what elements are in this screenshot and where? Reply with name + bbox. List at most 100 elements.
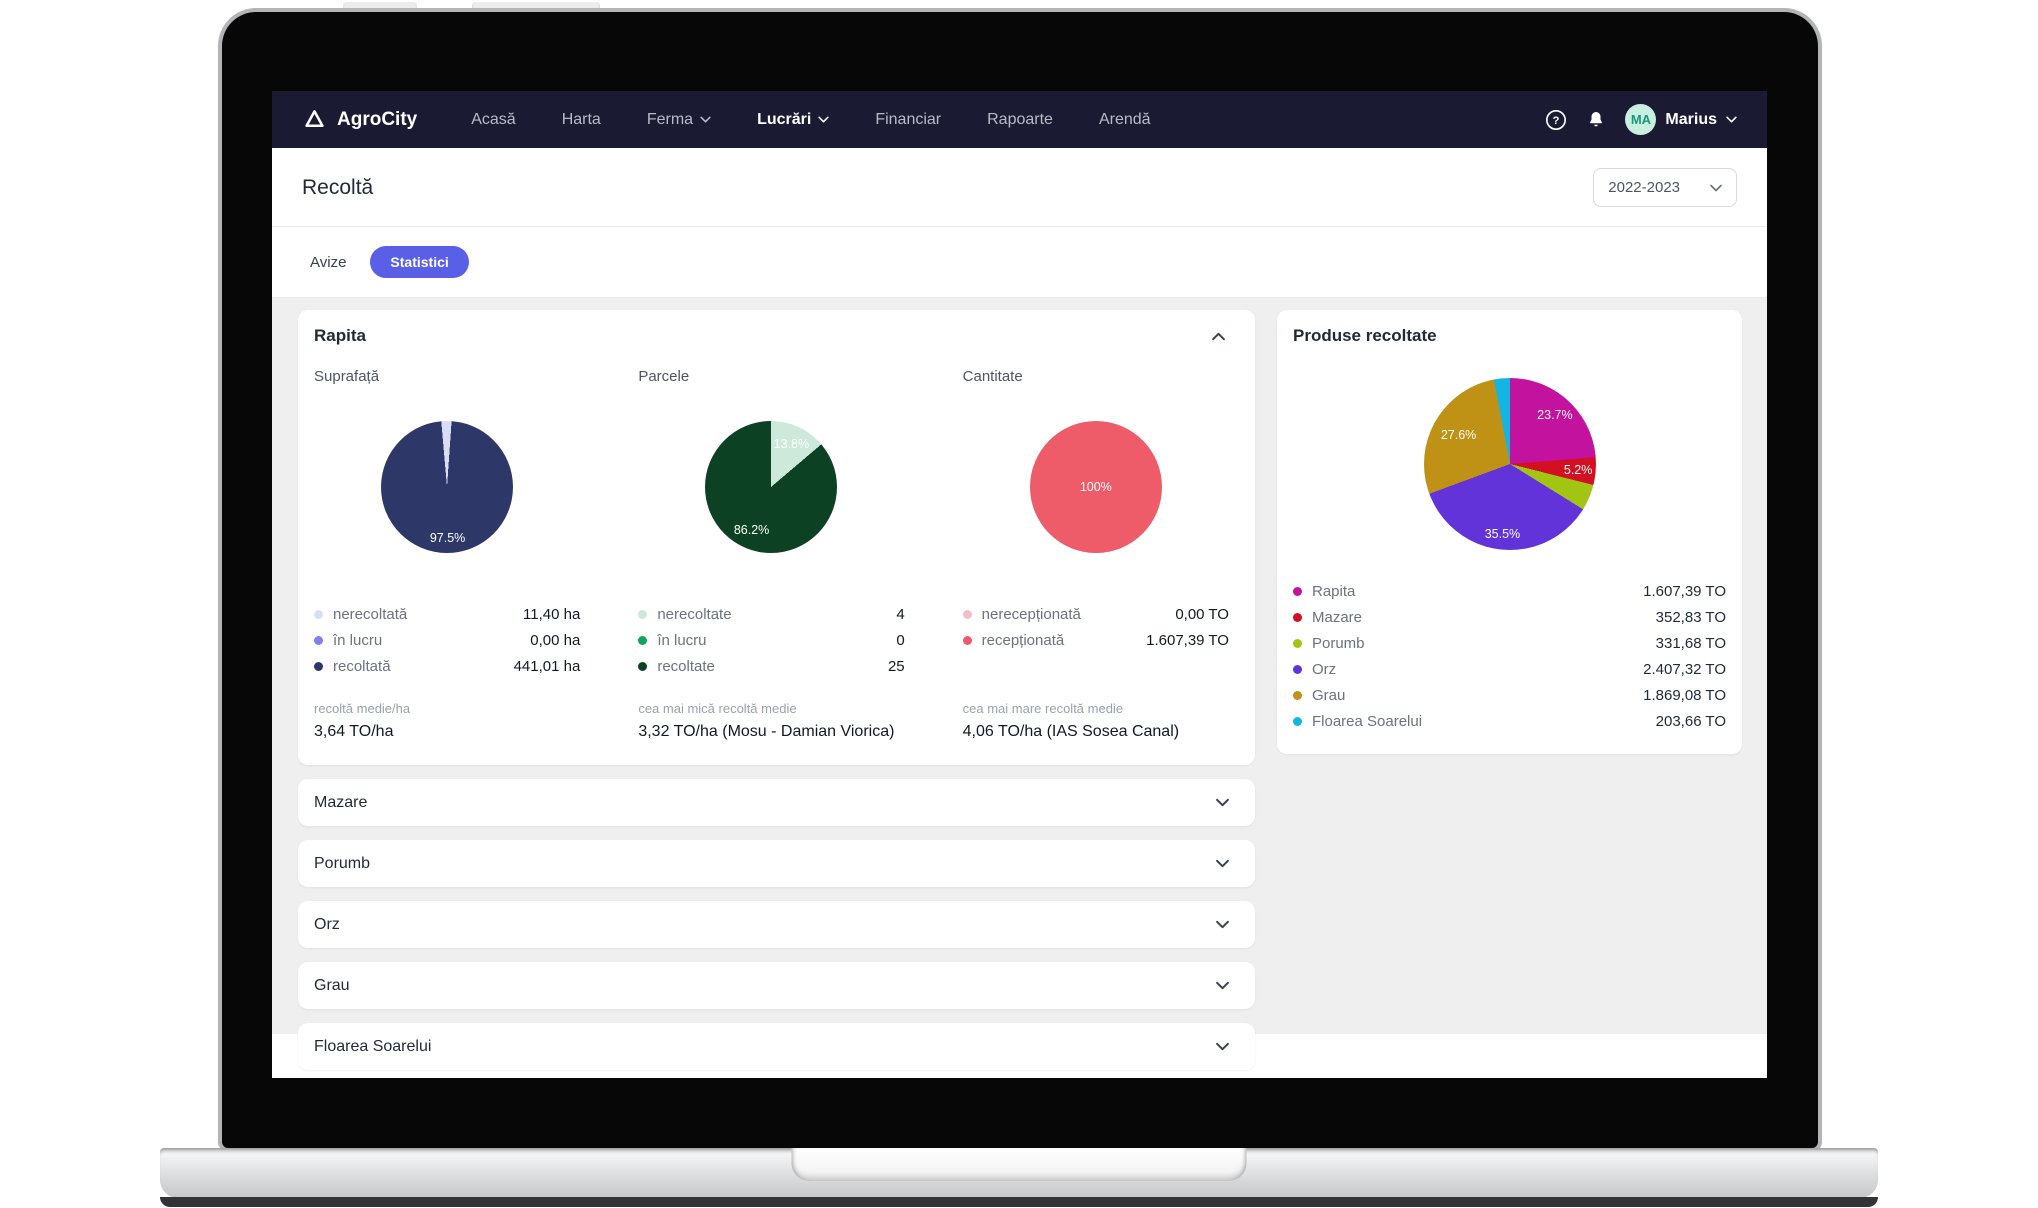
chevron-down-icon [1726, 116, 1737, 123]
tab-statistici[interactable]: Statistici [370, 246, 469, 278]
rapita-collapse-button[interactable] [1208, 328, 1229, 345]
suprafata-pie-chart: 97.5% [381, 421, 514, 553]
nav-item-financiar[interactable]: Financiar [875, 110, 942, 128]
legend-row: în lucru 0 [638, 627, 905, 653]
suprafata-stat: recoltă medie/ha 3,64 TO/ha [314, 701, 411, 740]
legend-row: în lucru 0,00 ha [314, 627, 580, 653]
chevron-down-icon [818, 116, 829, 123]
legend-row: nerecepționată 0,00 TO [962, 601, 1229, 627]
pie-slice-label: 86.2% [733, 523, 770, 538]
tabs-row: Avize Statistici [272, 227, 1767, 298]
rapita-card: Rapita Suprafață 97.5% [298, 310, 1255, 765]
legend-dot [1293, 612, 1302, 622]
rapita-card-title: Rapita [314, 326, 366, 345]
legend-row: Floarea Soarelui 203,66 TO [1293, 708, 1726, 734]
left-column: Rapita Suprafață 97.5% [298, 310, 1255, 1070]
brand[interactable]: AgroCity [302, 107, 417, 132]
legend-dot [314, 635, 323, 645]
legend-row: Grau 1.869,08 TO [1293, 682, 1726, 708]
legend-dot [638, 609, 648, 619]
top-navbar: AgroCity Acasă Harta Ferma Lucrări Finan… [272, 91, 1767, 148]
cantitate-stat: cea mai mare recoltă medie 4,06 TO/ha (I… [962, 701, 1180, 740]
legend-row: recoltată 441,01 ha [314, 653, 580, 679]
chevron-down-icon [1216, 981, 1229, 990]
laptop-hinge-tab-right [472, 2, 600, 15]
pie-slice-label: 35.5% [1484, 527, 1521, 542]
pie-slice-label: 13.8% [773, 436, 810, 451]
year-select[interactable]: 2022-2023 [1593, 168, 1737, 207]
chevron-down-icon [700, 116, 711, 123]
brand-name: AgroCity [337, 108, 418, 130]
chevron-down-icon [1216, 1042, 1229, 1051]
suprafata-legend: nerecoltată 11,40 ha în lucru 0,00 ha [314, 601, 580, 683]
nav-item-ferma[interactable]: Ferma [647, 111, 711, 129]
cantitate-column: Cantitate 100% nerecepționată 0,00 TO [962, 368, 1229, 741]
legend-row: nerecoltate 4 [638, 601, 905, 627]
chevron-down-icon [1710, 184, 1722, 191]
page-header: Recoltă 2022-2023 [272, 148, 1767, 227]
cantitate-legend: nerecepționată 0,00 TO recepționată 1.60… [962, 601, 1229, 683]
agrocity-logo-icon [305, 110, 324, 127]
legend-row: Rapita 1.607,39 TO [1293, 578, 1726, 604]
nav-item-lucrari[interactable]: Lucrări [757, 111, 829, 129]
accordion-floarea-soarelui[interactable]: Floarea Soarelui [298, 1023, 1255, 1070]
chevron-down-icon [1216, 859, 1229, 868]
legend-row: Porumb 331,68 TO [1293, 630, 1726, 656]
laptop-base-edge [160, 1197, 1878, 1207]
pie-slice-label: 97.5% [429, 531, 466, 546]
parcele-stat: cea mai mică recoltă medie 3,32 TO/ha (M… [638, 701, 895, 740]
help-button[interactable]: ? [1545, 109, 1567, 131]
legend-dot [1293, 664, 1302, 674]
laptop-hinge-tab-left [343, 2, 417, 15]
pie-slice-label: 100% [1079, 480, 1112, 494]
legend-row: Orz 2.407,32 TO [1293, 656, 1726, 682]
produse-card-title: Produse recoltate [1293, 326, 1437, 345]
legend-dot [962, 609, 972, 619]
rapita-card-header: Rapita [314, 326, 1229, 346]
produse-legend: Rapita 1.607,39 TO Mazare 352,83 TO Poru… [1293, 578, 1726, 734]
legend-dot [314, 661, 323, 671]
svg-text:?: ? [1553, 115, 1560, 127]
parcele-pie-chart: 13.8% 86.2% [705, 421, 838, 553]
pie-slice-label: 5.2% [1563, 462, 1593, 477]
app-window: AgroCity Acasă Harta Ferma Lucrări Finan… [272, 91, 1767, 1078]
legend-dot [1293, 586, 1302, 596]
cantitate-label: Cantitate [962, 368, 1023, 385]
legend-row: recepționată 1.607,39 TO [962, 627, 1229, 653]
chevron-down-icon [1216, 798, 1229, 807]
year-select-value: 2022-2023 [1608, 179, 1680, 196]
avatar: MA [1625, 104, 1657, 135]
legend-dot [1293, 638, 1302, 648]
notifications-button[interactable] [1587, 110, 1605, 129]
produse-pie-chart: 23.7% 5.2% 35.5% 27.6% [1423, 378, 1596, 550]
pie-slice-label: 27.6% [1440, 428, 1477, 443]
nav-item-rapoarte[interactable]: Rapoarte [987, 110, 1053, 128]
legend-dot [962, 635, 972, 645]
help-icon: ? [1546, 109, 1567, 130]
accordion-grau[interactable]: Grau [298, 962, 1255, 1009]
content-area: Rapita Suprafață 97.5% [272, 298, 1767, 1070]
page-title: Recoltă [302, 175, 374, 199]
accordion-orz[interactable]: Orz [298, 901, 1255, 948]
accordion-porumb[interactable]: Porumb [298, 840, 1255, 887]
nav-item-harta[interactable]: Harta [561, 110, 601, 128]
produse-recoltate-card: Produse recoltate 23.7% 5.2% 35.5% 27.6% Ra… [1277, 310, 1742, 754]
parcele-legend: nerecoltate 4 în lucru 0 [638, 601, 905, 683]
legend-dot [314, 609, 323, 619]
legend-row: nerecoltată 11,40 ha [314, 601, 580, 627]
nav-item-arenda[interactable]: Arendă [1098, 110, 1151, 128]
legend-dot [638, 635, 648, 645]
nav-item-acasa[interactable]: Acasă [471, 110, 516, 128]
main-nav: Acasă Harta Ferma Lucrări Financiar Rapo… [471, 111, 1150, 129]
user-menu[interactable]: MA Marius [1625, 104, 1737, 135]
parcele-label: Parcele [638, 368, 690, 385]
suprafata-label: Suprafață [314, 368, 380, 385]
avatar-initials: MA [1630, 112, 1652, 127]
suprafata-column: Suprafață 97.5% nerecoltată 11,40 ha [314, 368, 580, 741]
legend-dot [1293, 690, 1302, 700]
accordion-mazare[interactable]: Mazare [298, 779, 1255, 826]
legend-row: recoltate 25 [638, 653, 905, 679]
tab-avize[interactable]: Avize [302, 248, 354, 277]
legend-row: Mazare 352,83 TO [1293, 604, 1726, 630]
